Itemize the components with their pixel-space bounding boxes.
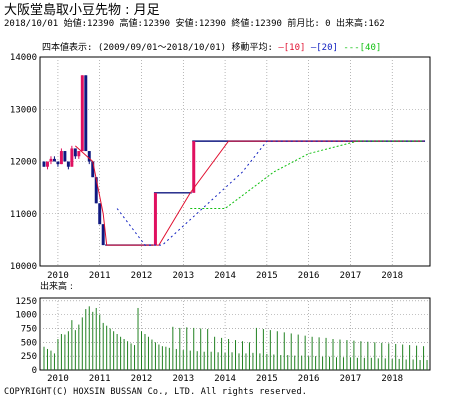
volume-x-tick-label: 2016	[298, 374, 320, 384]
ma40-line	[190, 140, 424, 210]
price-y-tick-label: 12000	[10, 158, 37, 168]
step-up-candle	[153, 192, 157, 246]
candle-body	[49, 158, 53, 162]
candle-body	[77, 151, 81, 157]
ma20-legend-line: ―	[310, 43, 317, 53]
volume-x-tick-label: 2018	[381, 374, 403, 384]
price-x-tick-label: 2013	[172, 271, 194, 281]
copyright-text: COPYRIGHT(C) HOXSIN BUSSAN Co., LTD. All…	[4, 387, 308, 397]
ma20-legend-label: [20]	[316, 43, 338, 53]
candle-body	[98, 203, 102, 225]
price-x-tick-label: 2015	[256, 271, 278, 281]
price-y-tick-label: 11000	[10, 210, 37, 220]
ma40-legend-line: ---	[343, 43, 360, 53]
price-x-tick-label: 2011	[89, 271, 111, 281]
price-y-tick-label: 14000	[10, 53, 37, 63]
volume-x-tick-label: 2012	[131, 374, 153, 384]
candle-body	[59, 151, 63, 165]
volume-y-tick-label: 0	[32, 366, 37, 376]
candle-body	[56, 161, 60, 165]
price-y-tick-label: 10000	[10, 262, 37, 272]
volume-y-tick-label: 500	[21, 338, 37, 348]
volume-y-tick-label: 1000	[15, 311, 37, 321]
legend-row: 四本値表示: (2009/09/01～2018/10/01) 移動平均: ―[1…	[42, 40, 381, 53]
candle-body	[52, 158, 56, 162]
volume-x-tick-label: 2014	[214, 374, 236, 384]
candle-body	[66, 161, 70, 167]
chart-title: 大阪堂島取小豆先物 : 月足	[4, 3, 160, 18]
volume-x-tick-label: 2015	[256, 374, 278, 384]
candle-body	[94, 177, 98, 204]
candle-body	[101, 224, 105, 246]
candle-body	[63, 151, 67, 162]
price-x-tick-label: 2014	[214, 271, 236, 281]
volume-y-tick-label: 750	[21, 324, 37, 334]
step-up-candle	[192, 141, 196, 193]
volume-x-tick-label: 2010	[47, 374, 69, 384]
candle-body	[42, 161, 46, 167]
candle-body	[70, 148, 74, 167]
ma10-legend-label: [10]	[283, 43, 306, 53]
price-x-tick-label: 2012	[131, 271, 153, 281]
period-label: 四本値表示: (2009/09/01～2018/10/01) 移動平均:	[42, 43, 273, 53]
volume-x-tick-label: 2011	[89, 374, 111, 384]
price-info-line: 2018/10/01 始値:12390 高値:12390 安値:12390 終値…	[4, 19, 385, 29]
volume-plot-frame	[39, 297, 431, 371]
ma10-legend-line: ―	[278, 43, 284, 53]
price-x-tick-label: 2018	[381, 271, 403, 281]
price-y-tick-label: 13000	[10, 105, 37, 115]
volume-title: 出来高 :	[40, 282, 73, 292]
ma40-legend-label: [40]	[359, 43, 382, 53]
candle-body	[87, 151, 91, 162]
ma10-line	[75, 140, 424, 246]
candle-body	[84, 75, 88, 152]
volume-x-tick-label: 2017	[340, 374, 362, 384]
candle-body	[73, 148, 77, 157]
price-x-tick-label: 2017	[340, 271, 362, 281]
volume-x-tick-label: 2013	[172, 374, 194, 384]
candle-body	[91, 161, 95, 178]
candle-body	[80, 75, 84, 152]
volume-y-tick-label: 250	[21, 352, 37, 362]
volume-y-tick-label: 1250	[15, 297, 37, 307]
price-x-tick-label: 2016	[298, 271, 320, 281]
price-x-tick-label: 2010	[47, 271, 69, 281]
candle-body	[46, 161, 49, 167]
